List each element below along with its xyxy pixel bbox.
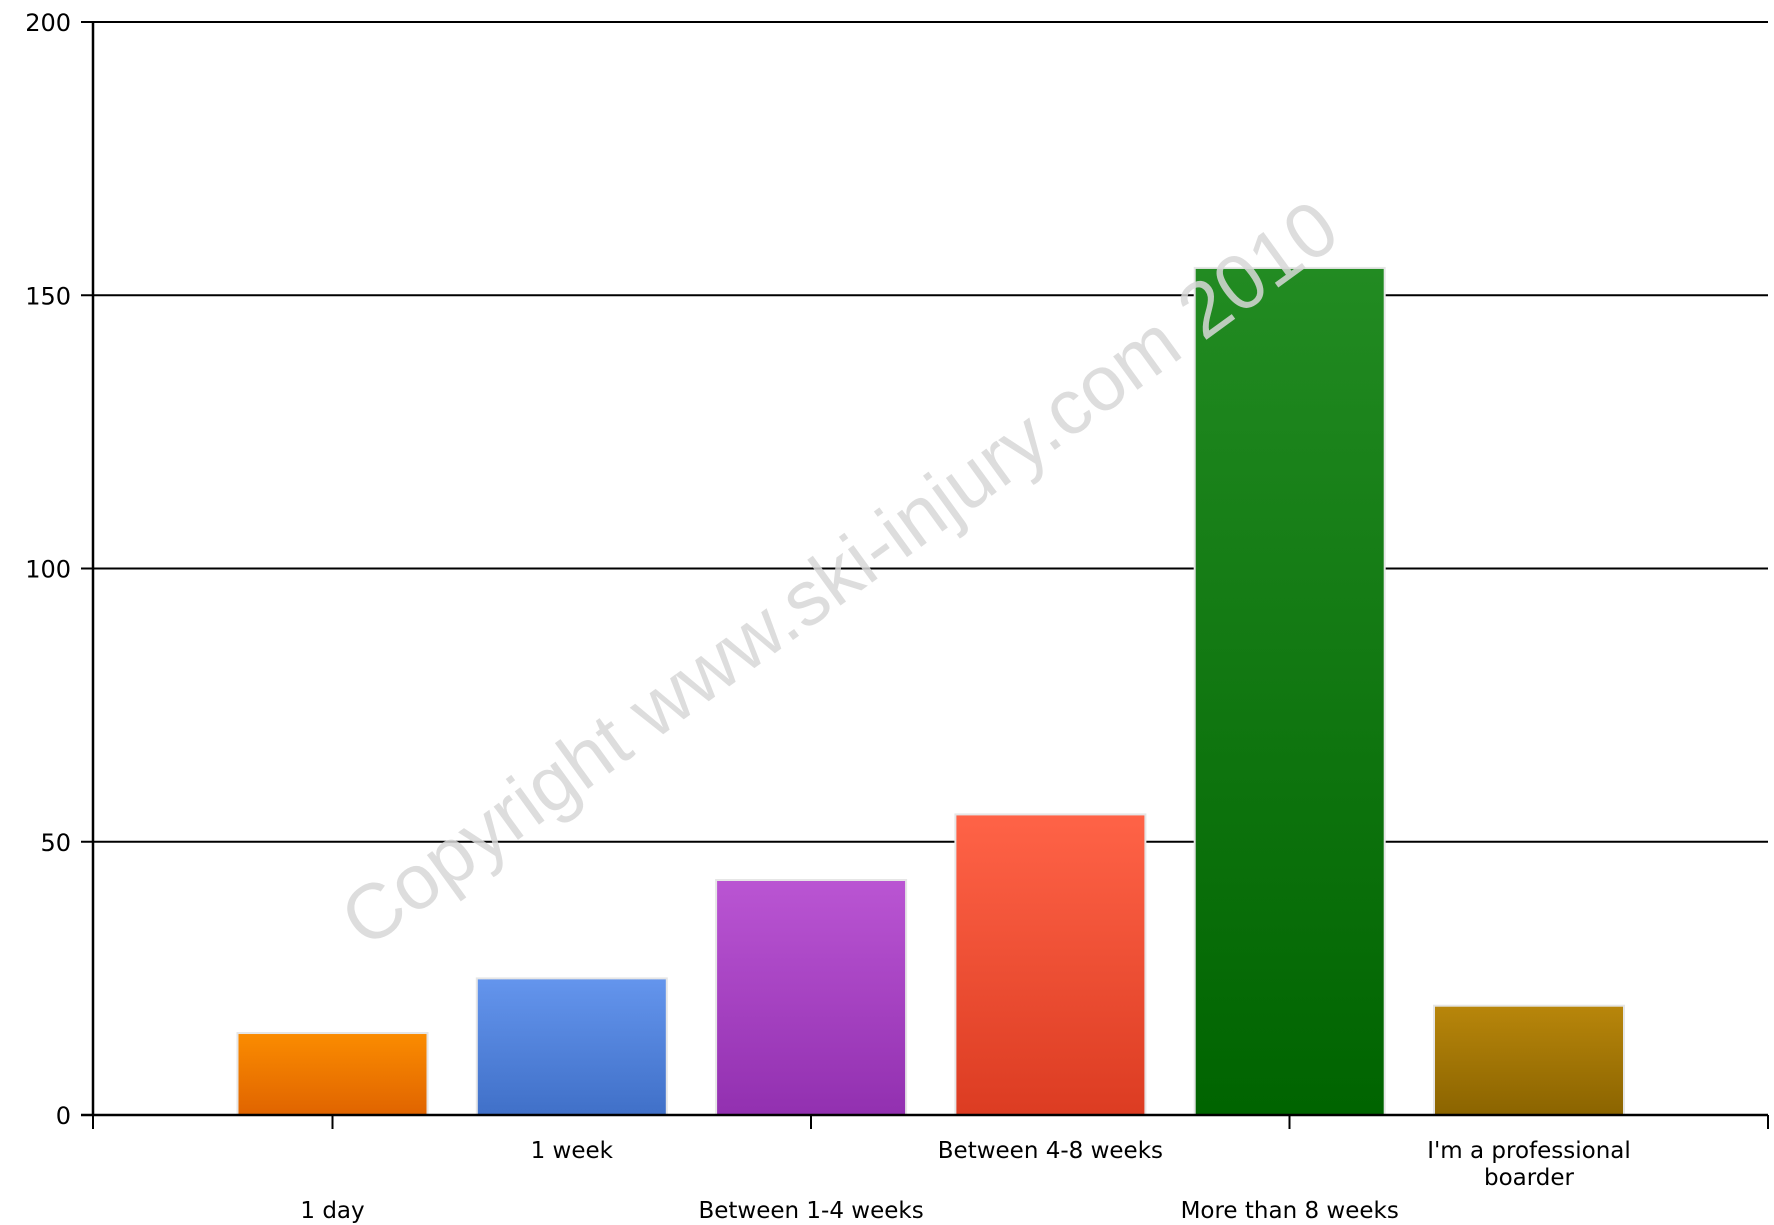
bar-2 (475, 977, 668, 1116)
x-tick-label: boarder (1484, 1165, 1575, 1191)
y-tick-label: 200 (25, 9, 71, 37)
bars (236, 266, 1625, 1117)
x-tick-label: Between 4-8 weeks (938, 1138, 1163, 1164)
x-tick-label: 1 week (531, 1138, 614, 1164)
x-tick-label: More than 8 weeks (1181, 1198, 1399, 1224)
x-tick-label: I'm a professional (1427, 1138, 1631, 1164)
bar-3 (715, 879, 908, 1116)
bar-6 (1433, 1004, 1625, 1117)
y-tick-label: 150 (25, 282, 71, 310)
bar-4 (954, 813, 1147, 1116)
y-tick-label: 0 (56, 1102, 71, 1130)
x-tick-label: 1 day (300, 1198, 364, 1224)
axes (81, 21, 1769, 1129)
bar-1 (236, 1032, 429, 1117)
tick-labels: 0 50 100 150 200 1 day 1 week Between 1-4 weeks… (25, 9, 1631, 1224)
y-tick-label: 100 (25, 556, 71, 584)
y-tick-label: 50 (40, 829, 71, 857)
gridlines (93, 21, 1768, 843)
x-tick-label: Between 1-4 weeks (698, 1198, 923, 1224)
bar-5 (1193, 266, 1386, 1116)
